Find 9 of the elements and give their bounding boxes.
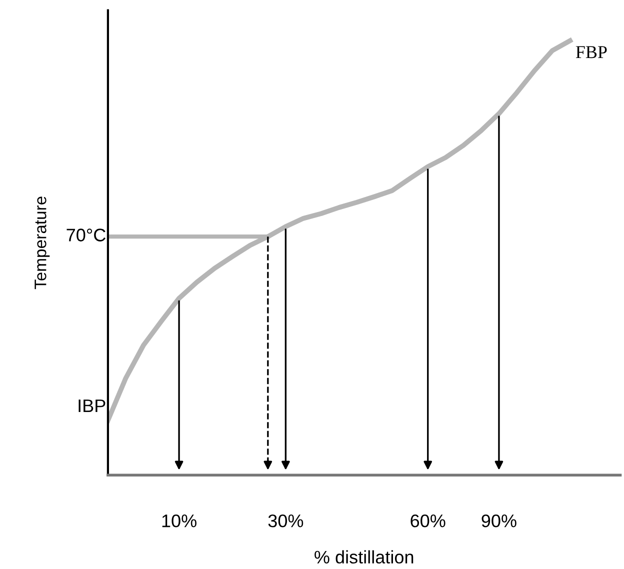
x-axis-title: % distillation <box>314 550 414 564</box>
x-tick-label: 30% <box>268 514 304 528</box>
x-tick-label: 90% <box>482 514 516 528</box>
x-tick-label: 10% <box>162 514 196 528</box>
y-axis-title: Temperature <box>34 196 50 290</box>
x-tick-label: 60% <box>410 514 446 528</box>
annotation: FBP <box>576 46 607 58</box>
ref-line-label: 70°C <box>66 228 106 242</box>
annotation: IBP <box>78 400 106 412</box>
